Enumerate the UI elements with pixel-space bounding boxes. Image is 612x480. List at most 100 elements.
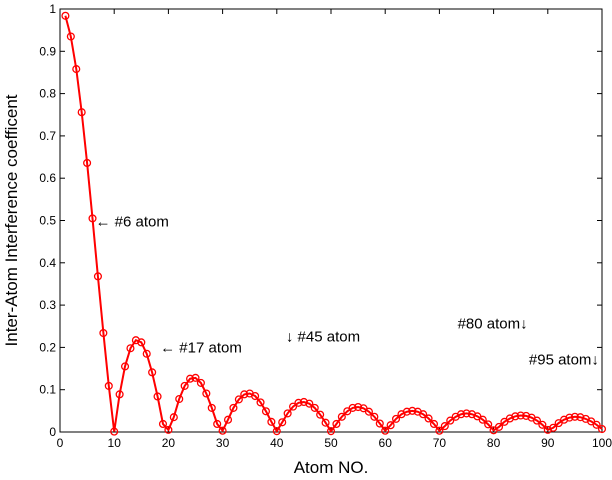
data-point xyxy=(240,390,249,399)
data-point xyxy=(484,420,493,429)
data-point xyxy=(180,381,189,390)
data-point xyxy=(104,381,113,390)
data-point xyxy=(229,403,238,412)
data-point xyxy=(88,214,97,223)
x-tick-label: 10 xyxy=(108,436,122,450)
x-tick-label: 0 xyxy=(57,436,64,450)
x-axis: 0 10 20 30 40 50 60 70 80 90 100 xyxy=(57,9,612,450)
data-point xyxy=(294,398,303,407)
y-tick-label: 0.7 xyxy=(39,129,56,143)
data-point xyxy=(126,344,135,353)
series-layer xyxy=(61,11,607,436)
data-point xyxy=(592,420,601,429)
data-point xyxy=(429,419,439,429)
data-point xyxy=(77,108,86,117)
y-tick-label: 1 xyxy=(49,2,56,16)
data-point xyxy=(446,416,455,425)
data-point xyxy=(337,412,346,421)
data-point xyxy=(597,424,607,434)
x-axis-title: Atom NO. xyxy=(294,458,369,477)
y-tick-label: 0 xyxy=(49,425,56,439)
y-axis-title: Inter-Atom Interference coefficent xyxy=(2,94,21,346)
data-point xyxy=(462,409,471,418)
data-point xyxy=(207,403,216,412)
data-point xyxy=(391,414,401,423)
data-point xyxy=(370,412,379,421)
x-tick-label: 70 xyxy=(433,436,447,450)
data-point xyxy=(213,419,222,429)
y-tick-label: 0.5 xyxy=(39,214,56,228)
data-point xyxy=(186,374,195,383)
x-tick-label: 90 xyxy=(541,436,555,450)
data-point xyxy=(278,418,287,427)
data-point xyxy=(532,416,542,425)
data-point xyxy=(332,419,341,429)
data-point xyxy=(164,425,173,434)
data-point xyxy=(169,413,178,422)
data-point xyxy=(570,412,579,421)
data-point xyxy=(576,413,585,422)
annotation-label: ← #17 atom xyxy=(160,339,242,356)
data-point xyxy=(158,419,168,429)
data-point xyxy=(191,373,200,382)
plot-area xyxy=(59,8,603,433)
data-point xyxy=(326,427,336,436)
data-point xyxy=(316,410,325,419)
y-tick-label: 0.2 xyxy=(39,340,56,354)
data-point xyxy=(478,415,487,424)
data-point xyxy=(381,426,390,435)
annotation-label: #95 atom↓ xyxy=(529,352,599,369)
x-tick-label: 30 xyxy=(216,436,230,450)
data-point xyxy=(354,402,363,412)
annotation-label: #80 atom↓ xyxy=(458,316,528,333)
data-point xyxy=(424,414,433,423)
data-point xyxy=(251,391,260,401)
data-point xyxy=(386,421,395,430)
data-point xyxy=(153,392,162,401)
x-tick-label: 20 xyxy=(162,436,176,450)
data-point xyxy=(310,403,319,412)
data-point xyxy=(83,158,92,168)
data-point xyxy=(511,412,520,421)
data-point xyxy=(289,402,298,411)
data-point xyxy=(196,378,205,387)
data-point xyxy=(283,409,292,418)
annotation-label: ↓ #45 atom xyxy=(286,328,360,345)
data-point xyxy=(440,422,449,431)
data-point xyxy=(261,407,271,416)
data-point xyxy=(66,32,75,41)
data-point xyxy=(115,390,124,399)
y-axis: 0 0.1 0.2 0.3 0.4 0.5 0.6 0.7 0.8 0.9 1 xyxy=(39,2,602,439)
data-point xyxy=(93,272,102,281)
data-point xyxy=(321,418,330,427)
data-point xyxy=(494,422,504,431)
y-tick-label: 0.8 xyxy=(39,87,56,101)
x-tick-label: 80 xyxy=(487,436,501,450)
data-point xyxy=(457,410,466,419)
data-point xyxy=(234,395,243,404)
x-tick-label: 60 xyxy=(379,436,393,450)
data-point xyxy=(72,65,81,74)
data-point xyxy=(408,406,417,415)
x-tick-label: 50 xyxy=(324,436,338,450)
y-tick-label: 0.4 xyxy=(39,256,56,270)
annotation-layer: ← #6 atom ← #17 atom ↓ #45 atom #80 atom↓ #9… xyxy=(96,213,599,368)
data-point xyxy=(142,349,151,358)
x-tick-label: 100 xyxy=(592,436,612,450)
data-point xyxy=(137,338,146,347)
data-point xyxy=(522,411,531,420)
data-point xyxy=(364,407,373,416)
data-point xyxy=(223,415,233,424)
data-point xyxy=(272,427,281,436)
data-point xyxy=(565,413,574,422)
y-tick-label: 0.9 xyxy=(39,44,56,58)
data-point xyxy=(61,11,70,20)
data-point xyxy=(202,389,211,398)
data-point xyxy=(299,397,308,407)
data-point xyxy=(402,407,411,416)
y-tick-label: 0.3 xyxy=(39,298,56,312)
data-point xyxy=(375,419,384,428)
data-point xyxy=(516,411,525,420)
data-point xyxy=(120,362,130,371)
data-point xyxy=(435,426,444,435)
